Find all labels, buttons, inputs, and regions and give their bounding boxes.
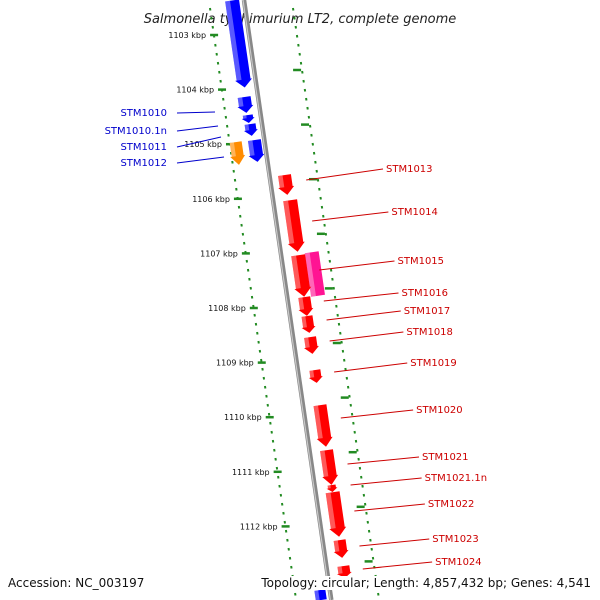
scale-tick-label: 1112 kbp bbox=[240, 522, 278, 531]
accession-text: Accession: NC_003197 bbox=[8, 576, 145, 590]
map-title: Salmonella typhimurium LT2, complete gen… bbox=[144, 12, 457, 27]
scale-tick-label: 1106 kbp bbox=[192, 195, 230, 204]
gene-label-right[interactable]: STM1014 bbox=[391, 207, 438, 218]
label-leader-line bbox=[362, 561, 433, 570]
label-leader-line bbox=[359, 538, 430, 547]
label-leader-line bbox=[176, 111, 216, 114]
gene-arrow-forward[interactable] bbox=[246, 139, 265, 163]
gene-arrow-forward[interactable] bbox=[241, 114, 255, 124]
gene-label-left[interactable]: STM1010.1n bbox=[105, 126, 167, 137]
gene-label-right[interactable]: STM1017 bbox=[404, 306, 451, 317]
gene-arrow-reverse[interactable] bbox=[332, 539, 349, 559]
gene-arrow-forward[interactable] bbox=[313, 589, 329, 600]
gene-arrow-reverse[interactable] bbox=[308, 369, 324, 384]
gene-arrow-reverse[interactable] bbox=[290, 254, 313, 298]
tick-track-right bbox=[291, 7, 380, 596]
scale-tick-label: 1111 kbp bbox=[232, 468, 270, 477]
label-leader-line bbox=[306, 168, 384, 181]
gene-arrow-reverse[interactable] bbox=[277, 174, 296, 196]
scale-tick-label: 1108 kbp bbox=[208, 304, 246, 313]
gene-label-right[interactable]: STM1023 bbox=[432, 534, 479, 545]
gene-arrow-reverse[interactable] bbox=[326, 484, 338, 493]
label-leader-line bbox=[176, 156, 225, 164]
gene-arrow-reverse[interactable] bbox=[303, 336, 320, 355]
scale-tick-label: 1109 kbp bbox=[216, 359, 254, 368]
gene-arrow-forward[interactable] bbox=[236, 96, 254, 114]
gene-arrow-reverse[interactable] bbox=[300, 315, 316, 334]
scale-tick-label: 1107 kbp bbox=[200, 249, 238, 258]
gene-arrow-special[interactable] bbox=[303, 251, 327, 297]
gene-label-right[interactable]: STM1020 bbox=[416, 405, 463, 416]
gene-arrow-special[interactable] bbox=[228, 141, 246, 166]
gene-arrow-reverse[interactable] bbox=[324, 491, 347, 538]
gene-arrow-reverse[interactable] bbox=[319, 449, 340, 486]
label-leader-line bbox=[319, 260, 395, 271]
gene-label-right[interactable]: STM1013 bbox=[386, 164, 433, 175]
label-leader-line bbox=[340, 409, 414, 419]
genome-backbone bbox=[241, 0, 334, 600]
gene-label-right[interactable]: STM1019 bbox=[410, 358, 457, 369]
scale-tick-label: 1104 kbp bbox=[176, 86, 214, 95]
gene-label-left[interactable]: STM1010 bbox=[120, 108, 167, 119]
label-leader-line bbox=[334, 362, 408, 373]
label-leader-line bbox=[350, 477, 422, 486]
scale-tick-label: 1105 kbp bbox=[184, 140, 222, 149]
topology-text: Topology: circular; Length: 4,857,432 bp… bbox=[261, 576, 591, 590]
gene-arrow-forward[interactable] bbox=[243, 123, 259, 137]
gene-arrow-reverse[interactable] bbox=[282, 199, 306, 253]
label-leader-line bbox=[347, 456, 420, 465]
label-leader-line bbox=[323, 292, 399, 302]
gene-label-left[interactable]: STM1012 bbox=[120, 158, 167, 169]
scale-tick-label: 1103 kbp bbox=[168, 31, 206, 40]
label-leader-line bbox=[312, 211, 389, 222]
gene-arrow-forward[interactable] bbox=[224, 0, 253, 89]
gene-label-right[interactable]: STM1016 bbox=[402, 288, 449, 299]
label-leader-line bbox=[176, 136, 222, 148]
label-leader-line bbox=[354, 503, 425, 512]
gene-label-right[interactable]: STM1021 bbox=[422, 452, 469, 463]
gene-label-left[interactable]: STM1011 bbox=[120, 142, 167, 153]
gene-label-right[interactable]: STM1024 bbox=[435, 557, 482, 568]
gene-arrow-reverse[interactable] bbox=[312, 404, 334, 448]
gene-arrow-reverse[interactable] bbox=[336, 565, 353, 579]
label-leader-line bbox=[329, 331, 404, 342]
scale-tick-label: 1110 kbp bbox=[224, 413, 262, 422]
label-leader-line bbox=[176, 125, 219, 132]
gene-label-right[interactable]: STM1021.1n bbox=[425, 473, 487, 484]
scale-ticks: 1103 kbp 1104 kbp 1105 kbp 1106 kbp 1107 kbp… bbox=[168, 31, 373, 586]
gene-label-right[interactable]: STM1022 bbox=[428, 499, 475, 510]
tick-track-left bbox=[208, 7, 297, 596]
gene-label-right[interactable]: STM1018 bbox=[406, 327, 453, 338]
label-leader-line bbox=[326, 310, 401, 321]
gene-label-right[interactable]: STM1015 bbox=[398, 256, 445, 267]
gene-arrow-reverse[interactable] bbox=[297, 296, 315, 317]
